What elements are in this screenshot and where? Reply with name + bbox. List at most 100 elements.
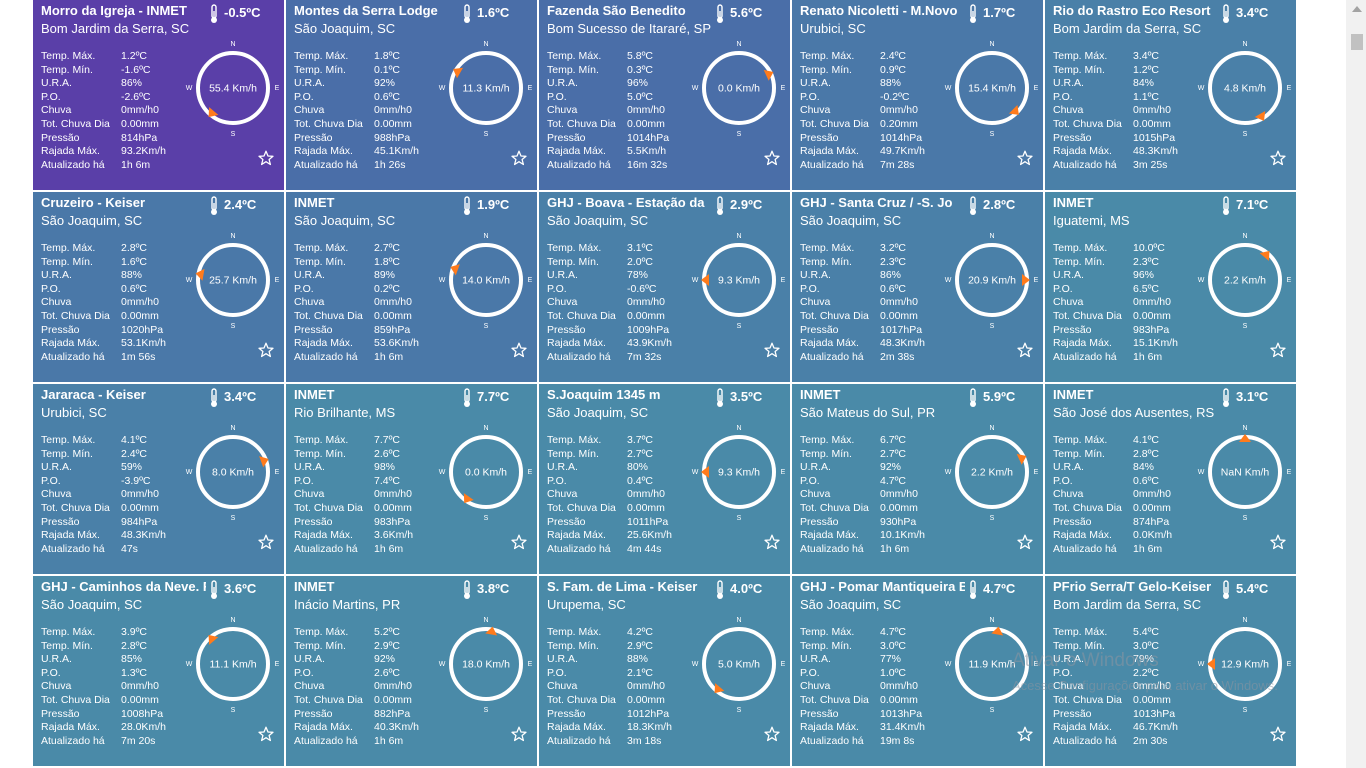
scroll-up-arrow-icon[interactable] bbox=[1352, 6, 1362, 12]
stat-row-po: P.O. 5.0ºC bbox=[547, 91, 669, 105]
stat-value: 45.1Km/h bbox=[374, 145, 419, 158]
station-name: GHJ - Pomar Mantiqueira B bbox=[800, 579, 965, 594]
stat-label: Temp. Mín. bbox=[547, 447, 599, 460]
wind-speed: 20.9 Km/h bbox=[968, 275, 1016, 287]
star-icon[interactable] bbox=[258, 150, 274, 166]
stat-value: 0.00mm bbox=[121, 117, 159, 130]
star-icon[interactable] bbox=[764, 726, 780, 742]
station-name: INMET bbox=[1053, 195, 1094, 210]
stat-value: 4.7ºC bbox=[880, 474, 907, 487]
compass-south-label: S bbox=[990, 515, 995, 522]
stat-label: Chuva bbox=[1053, 296, 1084, 309]
station-card-12[interactable]: INMET Rio Brilhante, MS 7.7ºC Temp. Máx.… bbox=[286, 384, 537, 574]
star-icon[interactable] bbox=[1017, 342, 1033, 358]
stat-value: 6.5ºC bbox=[1133, 282, 1160, 295]
scrollbar-thumb[interactable] bbox=[1351, 34, 1363, 50]
station-card-13[interactable]: S.Joaquim 1345 m São Joaquim, SC 3.5ºC T… bbox=[539, 384, 790, 574]
stat-label: Tot. Chuva Dia bbox=[1053, 693, 1122, 706]
star-icon[interactable] bbox=[511, 534, 527, 550]
star-icon[interactable] bbox=[258, 342, 274, 358]
stat-label: U.R.A. bbox=[41, 461, 72, 474]
station-card-19[interactable]: GHJ - Pomar Mantiqueira B São Joaquim, S… bbox=[792, 576, 1043, 766]
star-icon[interactable] bbox=[258, 726, 274, 742]
stat-value: 2.6ºC bbox=[374, 447, 401, 460]
scrollbar-track[interactable] bbox=[1346, 0, 1366, 768]
star-icon[interactable] bbox=[1270, 534, 1286, 550]
stat-row-rain-total: Tot. Chuva Dia 0.00mm bbox=[800, 694, 925, 708]
star-icon[interactable] bbox=[764, 150, 780, 166]
wind-direction-icon bbox=[195, 268, 205, 281]
stat-row-updated: Atualizado há 16m 32s bbox=[547, 159, 669, 173]
stat-row-rain-total: Tot. Chuva Dia 0.00mm bbox=[41, 694, 166, 708]
stat-label: U.R.A. bbox=[1053, 269, 1084, 282]
star-icon[interactable] bbox=[1017, 150, 1033, 166]
station-stats: Temp. Máx. 3.1ºC Temp. Mín. 2.0ºC U.R.A. 78… bbox=[547, 242, 672, 364]
stat-row-gust: Rajada Máx. 53.6Km/h bbox=[294, 337, 419, 351]
compass-south-label: S bbox=[990, 707, 995, 714]
station-card-15[interactable]: INMET São José dos Ausentes, RS 3.1ºC Te… bbox=[1045, 384, 1296, 574]
station-location: Bom Jardim da Serra, SC bbox=[1053, 597, 1202, 612]
wind-compass: N S W E 55.4 Km/h bbox=[186, 41, 280, 138]
station-card-2[interactable]: Montes da Serra Lodge São Joaquim, SC 1.… bbox=[286, 0, 537, 190]
station-card-20[interactable]: PFrio Serra/T Gelo-Keiser Bom Jardim da … bbox=[1045, 576, 1296, 766]
star-icon[interactable] bbox=[1017, 534, 1033, 550]
station-card-9[interactable]: GHJ - Santa Cruz / -S. Jo São Joaquim, S… bbox=[792, 192, 1043, 382]
station-card-5[interactable]: Rio do Rastro Eco Resort Bom Jardim da S… bbox=[1045, 0, 1296, 190]
station-stats: Temp. Máx. 3.9ºC Temp. Mín. 2.8ºC U.R.A. 85… bbox=[41, 626, 166, 748]
station-card-1[interactable]: Morro da Igreja - INMET Bom Jardim da Se… bbox=[33, 0, 284, 190]
station-card-17[interactable]: INMET Inácio Martins, PR 3.8ºC Temp. Máx… bbox=[286, 576, 537, 766]
star-icon[interactable] bbox=[1270, 726, 1286, 742]
station-card-10[interactable]: INMET Iguatemi, MS 7.1ºC Temp. Máx. 10.0º… bbox=[1045, 192, 1296, 382]
station-card-14[interactable]: INMET São Mateus do Sul, PR 5.9ºC Temp. … bbox=[792, 384, 1043, 574]
station-card-4[interactable]: Renato Nicoletti - M.Novo Urubici, SC 1.… bbox=[792, 0, 1043, 190]
station-card-11[interactable]: Jararaca - Keiser Urubici, SC 3.4ºC Temp… bbox=[33, 384, 284, 574]
stat-row-pressure: Pressão 984hPa bbox=[41, 516, 166, 530]
stat-value: -0.2ºC bbox=[880, 90, 910, 103]
stat-row-po: P.O. -3.9ºC bbox=[41, 475, 166, 489]
wind-compass: N S W E 14.0 Km/h bbox=[439, 233, 533, 330]
star-icon[interactable] bbox=[1270, 342, 1286, 358]
stat-value: 0.3ºC bbox=[627, 63, 654, 76]
stat-label: Chuva bbox=[41, 488, 72, 501]
compass-south-label: S bbox=[990, 131, 995, 138]
stat-value: 40.3Km/h bbox=[374, 721, 419, 734]
stat-value: 16m 32s bbox=[627, 158, 668, 171]
star-icon[interactable] bbox=[764, 342, 780, 358]
station-card-16[interactable]: GHJ - Caminhos da Neve. F São Joaquim, S… bbox=[33, 576, 284, 766]
stat-row-po: P.O. 6.5ºC bbox=[1053, 283, 1178, 297]
stat-label: Chuva bbox=[294, 104, 325, 117]
wind-direction-icon bbox=[1016, 453, 1027, 465]
stat-row-ura: U.R.A. 92% bbox=[800, 461, 925, 475]
stat-row-rain: Chuva 0mm/h0 bbox=[547, 680, 672, 694]
station-card-6[interactable]: Cruzeiro - Keiser São Joaquim, SC 2.4ºC … bbox=[33, 192, 284, 382]
star-icon[interactable] bbox=[258, 534, 274, 550]
station-card-18[interactable]: S. Fam. de Lima - Keiser Urupema, SC 4.0… bbox=[539, 576, 790, 766]
star-icon[interactable] bbox=[764, 534, 780, 550]
station-card-8[interactable]: GHJ - Boava - Estação da São Joaquim, SC… bbox=[539, 192, 790, 382]
compass-west-label: W bbox=[439, 661, 446, 668]
compass-east-label: E bbox=[781, 469, 786, 476]
stat-row-gust: Rajada Máx. 25.6Km/h bbox=[547, 529, 672, 543]
star-icon[interactable] bbox=[511, 342, 527, 358]
stat-row-pressure: Pressão 1017hPa bbox=[800, 324, 925, 338]
station-name: Rio do Rastro Eco Resort bbox=[1053, 3, 1211, 18]
stat-value: 2.7ºC bbox=[627, 447, 654, 460]
station-card-7[interactable]: INMET São Joaquim, SC 1.9ºC Temp. Máx. 2.… bbox=[286, 192, 537, 382]
stat-label: Atualizado há bbox=[547, 158, 611, 171]
wind-direction-icon bbox=[259, 456, 269, 468]
stat-row-rain: Chuva 0mm/h0 bbox=[1053, 296, 1178, 310]
star-icon[interactable] bbox=[511, 150, 527, 166]
stat-row-min: Temp. Mín. 2.9ºC bbox=[547, 640, 672, 654]
stat-row-ura: U.R.A. 85% bbox=[41, 653, 166, 667]
star-icon[interactable] bbox=[511, 726, 527, 742]
stat-value: -3.9ºC bbox=[121, 474, 151, 487]
compass-east-label: E bbox=[528, 277, 533, 284]
station-card-3[interactable]: Fazenda São Benedito Bom Sucesso de Itar… bbox=[539, 0, 790, 190]
compass-west-label: W bbox=[439, 85, 446, 92]
star-icon[interactable] bbox=[1017, 726, 1033, 742]
stat-label: Temp. Máx. bbox=[547, 626, 602, 638]
stat-label: Chuva bbox=[547, 104, 578, 117]
station-location: São Joaquim, SC bbox=[800, 213, 902, 228]
compass-west-label: W bbox=[692, 85, 699, 92]
star-icon[interactable] bbox=[1270, 150, 1286, 166]
